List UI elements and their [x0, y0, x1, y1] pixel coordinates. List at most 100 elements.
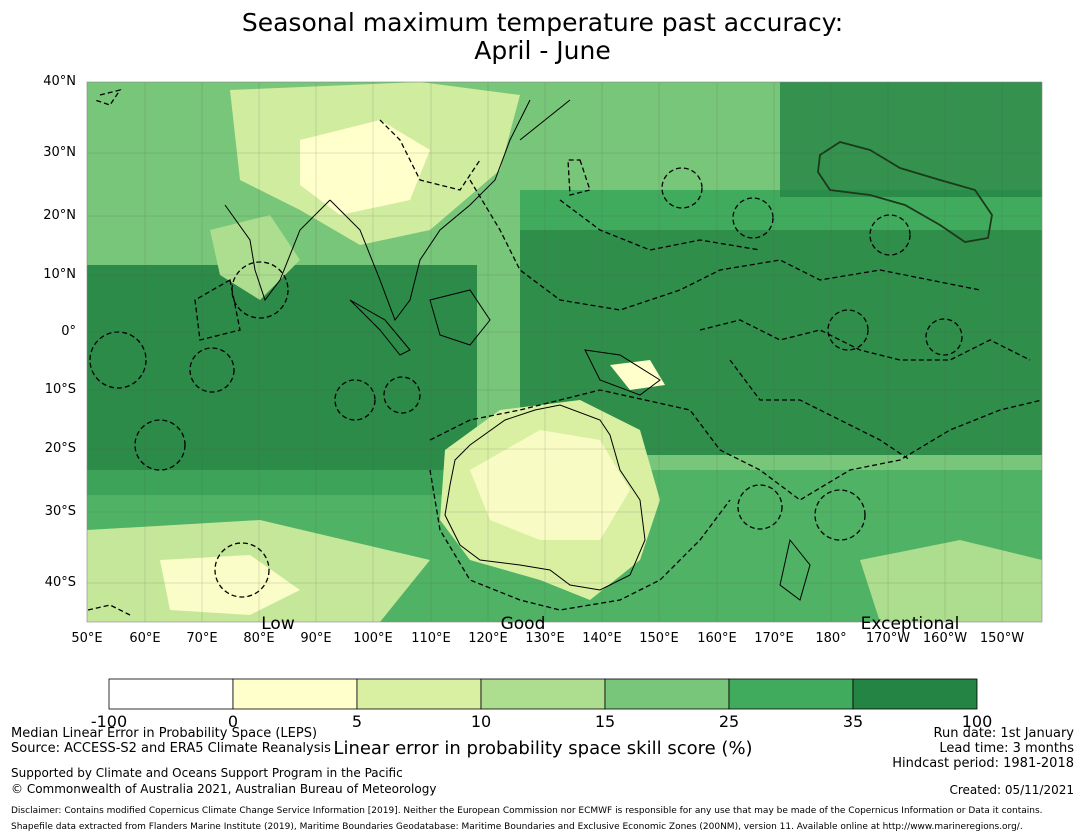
lead-time-text: Lead time: 3 months [939, 741, 1074, 756]
india-coast [224, 199, 331, 302]
eez-circle [189, 347, 235, 393]
eez-line [469, 179, 981, 311]
north-pacific-dark [780, 82, 1042, 197]
lat-label: 40°N [43, 74, 76, 89]
lon-label: 160°E [697, 631, 737, 646]
new-zealand [779, 538, 811, 601]
eez-circle [661, 167, 703, 209]
lon-label: 70°E [186, 631, 218, 646]
colorbar-tick: 35 [842, 712, 864, 731]
australia-coast [444, 404, 646, 591]
colorbar-tick: 15 [594, 712, 616, 731]
lon-label: 170°W [865, 631, 911, 646]
lon-label: 80°E [243, 631, 275, 646]
lon-label: 150°E [639, 631, 679, 646]
png-pale-patch [610, 360, 665, 390]
coastlines [224, 99, 811, 601]
eez-line [729, 359, 911, 461]
eez-circle [732, 197, 774, 239]
skill-label-good: Good [500, 614, 546, 634]
skill-label-exceptional: Exceptional [860, 614, 960, 634]
tropical-band-west [87, 265, 477, 495]
eez-circle [925, 318, 963, 356]
skill-label-low: Low [261, 614, 295, 634]
colorbar-tick: 100 [961, 712, 993, 731]
lat-label: 20°N [43, 208, 76, 223]
colorbar-bin-4 [480, 678, 606, 710]
eez-circle [231, 261, 289, 319]
chart-title-line2: April - June [474, 36, 611, 65]
colorbar-bin-6 [728, 678, 854, 710]
new-guinea [584, 349, 661, 396]
shapefile-text: Shapefile data extracted from Flanders M… [11, 822, 1023, 832]
eez-circle [737, 484, 783, 530]
south-pale-patch [160, 555, 300, 615]
sumatra [349, 299, 411, 356]
copyright-text: © Commonwealth of Australia 2021, Austra… [11, 782, 437, 796]
eez-line [94, 88, 122, 106]
colorbar-title: Linear error in probability space skill … [333, 738, 753, 759]
source-text: Source: ACCESS-S2 and ERA5 Climate Reana… [11, 741, 331, 756]
eez-line [429, 469, 731, 611]
colorbar [108, 678, 978, 710]
eez-circle [383, 376, 421, 414]
eez-circle [827, 309, 869, 351]
lat-label: 20°S [44, 441, 76, 456]
lat-label: 40°S [44, 575, 76, 590]
colorbar-tick: 10 [470, 712, 492, 731]
colorbar-bin-2 [232, 678, 358, 710]
colorbar-tick: -100 [90, 712, 128, 731]
eez-circle [814, 489, 866, 541]
created-text: Created: 05/11/2021 [949, 783, 1074, 797]
colorbar-bin-1 [108, 678, 234, 710]
lon-label: 180° [815, 631, 847, 646]
disclaimer-text: Disclaimer: Contains modified Copernicus… [11, 806, 1043, 816]
colorbar-tick: 25 [718, 712, 740, 731]
lon-label: 130°E [525, 631, 565, 646]
lat-label: 10°N [43, 267, 76, 282]
hawaii-eez-outline [817, 141, 993, 243]
hindcast-text: Hindcast period: 1981-2018 [892, 756, 1074, 771]
lon-label: 110°E [411, 631, 451, 646]
lon-label: 90°E [300, 631, 332, 646]
india-patch [210, 215, 300, 300]
tibet-pale-patch [300, 120, 430, 215]
lon-label: 60°E [129, 631, 161, 646]
chart-title-line1: Seasonal maximum temperature past accura… [241, 8, 844, 37]
method-text: Median Linear Error in Probability Space… [11, 726, 318, 741]
lon-label: 120°E [468, 631, 508, 646]
japan [519, 99, 571, 141]
colorbar-bin-3 [356, 678, 482, 710]
eez-circle [869, 214, 911, 256]
east-light-patch [860, 540, 1042, 622]
eez-boundaries [87, 88, 1043, 616]
eez-line [699, 319, 1031, 361]
gridlines [87, 82, 1042, 622]
lat-label: 30°N [43, 145, 76, 160]
eez-circle [134, 419, 186, 471]
run-date-text: Run date: 1st January [933, 726, 1074, 741]
lon-label: 100°E [353, 631, 393, 646]
colorbar-bin-7 [852, 678, 978, 710]
colorbar-tick: 5 [351, 712, 363, 731]
lon-label: 140°E [582, 631, 622, 646]
lon-label: 150°W [979, 631, 1025, 646]
lat-label: 30°S [44, 504, 76, 519]
lon-label: 160°W [922, 631, 968, 646]
eez-line [567, 159, 591, 196]
borneo [429, 289, 491, 346]
colorbar-tick: 0 [227, 712, 239, 731]
se-asia-coast [329, 99, 531, 322]
colorbar-bin-5 [604, 678, 730, 710]
eez-circle [214, 542, 270, 598]
map-frame [86, 81, 1043, 623]
lat-label: 10°S [44, 382, 76, 397]
eez-line [559, 199, 761, 251]
lat-label: 0° [61, 324, 76, 339]
eez-circle [89, 331, 147, 389]
eez-line [379, 119, 481, 191]
australia-pale [470, 430, 630, 540]
eez-circle [334, 379, 376, 421]
lon-label: 170°E [754, 631, 794, 646]
